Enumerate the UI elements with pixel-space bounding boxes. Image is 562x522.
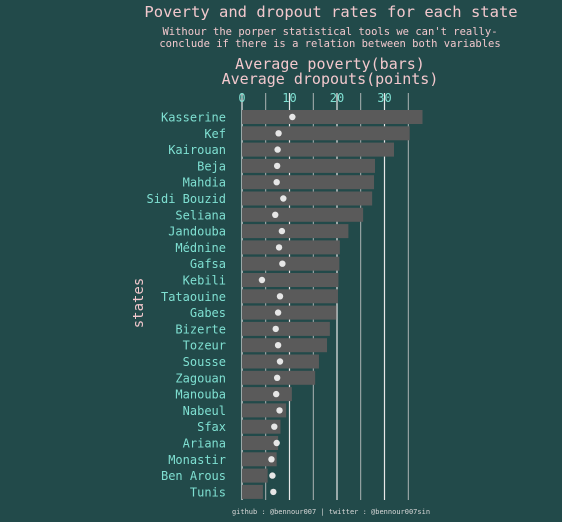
state-label: Zagouan bbox=[175, 371, 226, 385]
poverty-bar bbox=[242, 175, 375, 190]
x-tick-labels: 0 10 20 30 bbox=[238, 91, 391, 105]
x-tick-label: 0 bbox=[238, 91, 245, 105]
dropout-point bbox=[289, 113, 296, 121]
state-label: Kairouan bbox=[168, 143, 226, 157]
dropout-point bbox=[272, 211, 279, 218]
state-label: Ariana bbox=[183, 437, 226, 451]
footer-credit: github : @bennour007 | twitter : @bennou… bbox=[232, 508, 430, 516]
state-label: Monastir bbox=[168, 453, 226, 467]
dropout-point bbox=[276, 293, 284, 300]
poverty-bar bbox=[242, 289, 338, 304]
poverty-bar bbox=[242, 224, 349, 239]
state-label: Sidi Bouzid bbox=[147, 192, 226, 206]
poverty-bar bbox=[242, 387, 292, 402]
poverty-bar bbox=[242, 273, 339, 287]
poverty-bar bbox=[242, 256, 340, 271]
poverty-bar bbox=[242, 436, 279, 450]
poverty-bars bbox=[242, 110, 423, 499]
x-tick-label: 30 bbox=[377, 91, 391, 105]
dropout-point bbox=[271, 423, 278, 430]
state-label: Ben Arous bbox=[161, 469, 226, 483]
dropout-point bbox=[268, 456, 275, 463]
state-label: Sousse bbox=[183, 355, 226, 369]
state-label: Sfax bbox=[197, 420, 226, 434]
state-label: Manouba bbox=[175, 388, 226, 402]
state-label: Gabes bbox=[190, 306, 226, 320]
state-label: Jandouba bbox=[168, 225, 226, 239]
x-tick-label: 10 bbox=[282, 91, 296, 105]
poverty-bar bbox=[242, 158, 375, 173]
state-label: Beja bbox=[197, 159, 226, 173]
dropout-points bbox=[258, 113, 296, 496]
dropout-point bbox=[280, 195, 287, 202]
dropout-point bbox=[279, 260, 286, 267]
dropout-point bbox=[273, 179, 280, 186]
state-label: Tozeur bbox=[183, 339, 226, 353]
state-label: Seliana bbox=[175, 208, 226, 222]
chart-subtitle-line-2: conclude if there is a relation between … bbox=[159, 38, 500, 50]
state-label: Bizerte bbox=[175, 322, 226, 336]
poverty-bar bbox=[242, 338, 328, 353]
state-label: Tunis bbox=[190, 485, 226, 499]
poverty-bar bbox=[242, 321, 330, 336]
x-axis-title-line-1: Average poverty(bars) bbox=[235, 55, 425, 73]
state-label: Kasserine bbox=[161, 111, 226, 125]
x-axis-title-line-2: Average dropouts(points) bbox=[222, 70, 439, 88]
dropout-point bbox=[258, 276, 266, 284]
poverty-bar bbox=[242, 403, 287, 418]
poverty-bar bbox=[242, 240, 340, 255]
poverty-bar bbox=[242, 126, 410, 141]
poverty-bar bbox=[242, 305, 337, 320]
dropout-point bbox=[274, 309, 282, 316]
dropout-point bbox=[273, 374, 281, 381]
dropout-point bbox=[273, 439, 280, 447]
dropout-point bbox=[270, 488, 277, 496]
state-label: Gafsa bbox=[190, 257, 226, 271]
poverty-bar bbox=[242, 484, 263, 499]
dropout-point bbox=[269, 472, 276, 479]
dropout-point bbox=[275, 130, 282, 137]
dropout-point bbox=[276, 358, 284, 365]
poverty-bar bbox=[242, 191, 373, 206]
y-axis-title: states bbox=[131, 278, 147, 329]
dropout-point bbox=[274, 342, 282, 349]
poverty-bar bbox=[242, 110, 423, 124]
poverty-bar bbox=[242, 419, 281, 434]
dropout-point bbox=[273, 162, 281, 170]
state-label: Kebili bbox=[183, 274, 226, 288]
chart-title: Poverty and dropout rates for each state bbox=[144, 3, 517, 21]
state-label: Kef bbox=[204, 127, 226, 141]
poverty-bar bbox=[242, 468, 268, 483]
state-label: Mahdia bbox=[183, 176, 226, 190]
x-tick-label: 20 bbox=[330, 91, 344, 105]
poverty-bar bbox=[242, 142, 394, 157]
state-label: Nabeul bbox=[183, 404, 226, 418]
poverty-bar bbox=[242, 452, 277, 467]
dropout-point bbox=[276, 407, 283, 414]
state-label: Médnine bbox=[175, 241, 226, 255]
dropout-point bbox=[273, 390, 280, 398]
dropout-point bbox=[272, 325, 279, 333]
state-label: Tataouine bbox=[161, 290, 226, 304]
dropout-point bbox=[274, 146, 281, 153]
chart-subtitle-line-1: Withour the porper statistical tools we … bbox=[162, 26, 497, 38]
dropout-point bbox=[278, 227, 286, 235]
dropout-point bbox=[275, 244, 283, 251]
poverty-bar bbox=[242, 207, 364, 222]
state-labels: Kasserine Kef Kairouan Beja Mahdia Sidi Bouzi… bbox=[147, 111, 226, 500]
